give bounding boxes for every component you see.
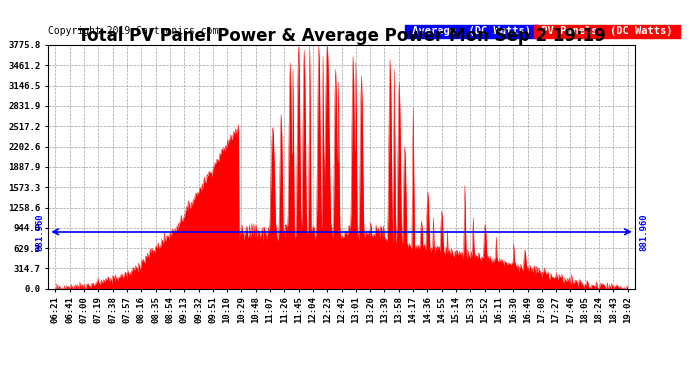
Text: Average  (DC Watts): Average (DC Watts) — [406, 27, 538, 36]
Text: Copyright 2019 Cartronics.com: Copyright 2019 Cartronics.com — [48, 27, 219, 36]
Title: Total PV Panel Power & Average Power Mon Sep 2 19:19: Total PV Panel Power & Average Power Mon… — [78, 27, 605, 45]
Text: 881.960: 881.960 — [639, 213, 648, 250]
Text: 881.960: 881.960 — [35, 213, 44, 250]
Text: PV Panels  (DC Watts): PV Panels (DC Watts) — [535, 27, 679, 36]
